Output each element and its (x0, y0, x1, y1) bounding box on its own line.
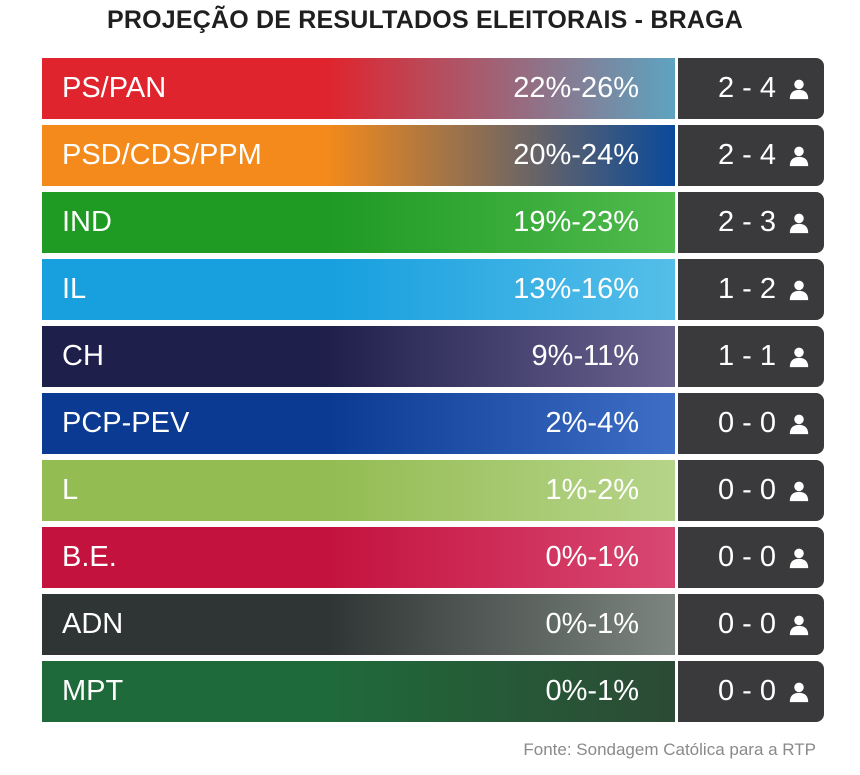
seat-cell: 0 - 0 (678, 661, 824, 722)
party-row: ADN 0%-1% 0 - 0 (42, 594, 824, 655)
party-name: PCP-PEV (62, 407, 190, 439)
party-bar: MPT 0%-1% (42, 661, 675, 722)
vote-range: 9%-11% (531, 340, 639, 372)
seat-cell: 2 - 4 (678, 58, 824, 119)
person-icon (788, 145, 810, 167)
party-bar: B.E. 0%-1% (42, 527, 675, 588)
party-name: ADN (62, 608, 124, 640)
seat-cell: 2 - 4 (678, 125, 824, 186)
person-icon (788, 547, 810, 569)
party-bar: PCP-PEV 2%-4% (42, 393, 675, 454)
seat-cell: 0 - 0 (678, 460, 824, 521)
party-row: IND 19%-23% 2 - 3 (42, 192, 824, 253)
source-note: Fonte: Sondagem Católica para a RTP (523, 740, 816, 759)
seat-cell: 0 - 0 (678, 393, 824, 454)
party-name: MPT (62, 675, 124, 707)
seat-cell: 0 - 0 (678, 527, 824, 588)
party-name: CH (62, 340, 104, 372)
party-row: CH 9%-11% 1 - 1 (42, 326, 824, 387)
vote-range: 2%-4% (545, 407, 640, 439)
party-row: PCP-PEV 2%-4% 0 - 0 (42, 393, 824, 454)
vote-range: 19%-23% (513, 206, 639, 238)
seat-cell: 0 - 0 (678, 594, 824, 655)
seat-cell: 2 - 3 (678, 192, 824, 253)
party-row: B.E. 0%-1% 0 - 0 (42, 527, 824, 588)
person-icon (788, 681, 810, 703)
vote-range: 13%-16% (513, 273, 639, 305)
projection-table: PS/PAN 22%-26% 2 - 4 PSD/CDS/PPM 20%-24% 2 - … (42, 58, 824, 728)
party-bar: IND 19%-23% (42, 192, 675, 253)
seat-range: 1 - 2 (717, 273, 776, 305)
vote-range: 22%-26% (513, 72, 639, 104)
seat-cell: 1 - 2 (678, 259, 824, 320)
party-name: PS/PAN (62, 72, 167, 104)
party-row: MPT 0%-1% 0 - 0 (42, 661, 824, 722)
vote-range: 0%-1% (545, 608, 640, 640)
person-icon (788, 413, 810, 435)
seat-range: 2 - 3 (717, 206, 776, 238)
person-icon (788, 212, 810, 234)
seat-range: 0 - 0 (717, 474, 776, 506)
vote-range: 0%-1% (545, 675, 640, 707)
party-name: L (62, 474, 79, 506)
chart-title: PROJEÇÃO DE RESULTADOS ELEITORAIS - BRAG… (106, 6, 744, 34)
seat-cell: 1 - 1 (678, 326, 824, 387)
party-name: IND (62, 206, 112, 238)
party-name: B.E. (62, 541, 117, 573)
party-name: PSD/CDS/PPM (62, 139, 262, 171)
party-bar: PSD/CDS/PPM 20%-24% (42, 125, 675, 186)
seat-range: 2 - 4 (717, 139, 776, 171)
party-row: PSD/CDS/PPM 20%-24% 2 - 4 (42, 125, 824, 186)
party-name: IL (62, 273, 87, 305)
seat-range: 0 - 0 (717, 541, 776, 573)
seat-range: 0 - 0 (717, 407, 776, 439)
person-icon (788, 78, 810, 100)
person-icon (788, 346, 810, 368)
party-row: IL 13%-16% 1 - 2 (42, 259, 824, 320)
seat-range: 0 - 0 (717, 675, 776, 707)
party-bar: L 1%-2% (42, 460, 675, 521)
seat-range: 2 - 4 (717, 72, 776, 104)
person-icon (788, 279, 810, 301)
party-row: PS/PAN 22%-26% 2 - 4 (42, 58, 824, 119)
seat-range: 1 - 1 (717, 340, 776, 372)
party-bar: ADN 0%-1% (42, 594, 675, 655)
vote-range: 0%-1% (545, 541, 640, 573)
person-icon (788, 614, 810, 636)
person-icon (788, 480, 810, 502)
party-row: L 1%-2% 0 - 0 (42, 460, 824, 521)
party-bar: IL 13%-16% (42, 259, 675, 320)
vote-range: 20%-24% (513, 139, 639, 171)
party-bar: PS/PAN 22%-26% (42, 58, 675, 119)
seat-range: 0 - 0 (717, 608, 776, 640)
vote-range: 1%-2% (545, 474, 640, 506)
party-bar: CH 9%-11% (42, 326, 675, 387)
